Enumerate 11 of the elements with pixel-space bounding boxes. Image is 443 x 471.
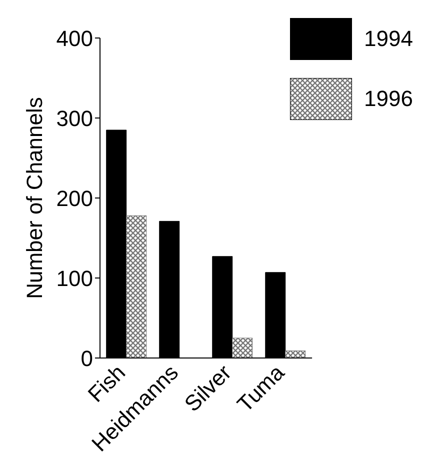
bar [232,338,253,358]
y-tick-label: 200 [56,186,93,211]
y-axis-title: Number of Channels [22,97,47,299]
legend-label: 1996 [364,86,413,112]
bar [285,350,306,358]
y-tick-label: 0 [80,346,93,371]
y-tick-label: 300 [56,106,93,131]
y-tick-label: 400 [56,26,93,51]
bar [126,215,147,358]
legend-label: 1994 [364,26,413,52]
y-tick-label: 100 [56,266,93,291]
